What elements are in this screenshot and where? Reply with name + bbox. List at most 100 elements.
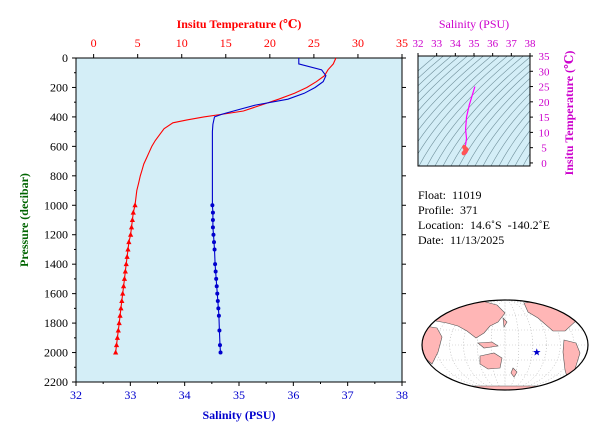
- y-tick-label: 2000: [44, 346, 68, 360]
- top-tick-label: 10: [176, 36, 188, 50]
- ts-top-tick-label: 35: [469, 38, 481, 50]
- continent-greenland: [581, 301, 588, 314]
- temperature-point: [130, 209, 136, 215]
- salinity-point: [210, 203, 215, 208]
- bottom-tick-label: 36: [287, 388, 299, 402]
- bottom-tick-label: 38: [396, 388, 408, 402]
- bottom-tick-label: 32: [70, 388, 82, 402]
- bottom-tick-label: 33: [124, 388, 136, 402]
- y-tick-label: 400: [50, 110, 68, 124]
- salinity-point: [215, 299, 220, 303]
- temperature-point: [118, 305, 124, 311]
- top-tick-label: 30: [352, 36, 364, 50]
- profile-number: Profile: 371: [418, 203, 478, 217]
- density-contour: [418, 56, 436, 72]
- ts-right-tick-label: 15: [539, 112, 551, 124]
- ts-density-contours: [418, 56, 530, 166]
- continent-indonesia: [477, 341, 499, 349]
- temperature-point: [125, 246, 131, 252]
- temperature-point: [120, 290, 126, 296]
- map-meridian: [463, 300, 547, 390]
- y-tick-label: 1400: [44, 257, 68, 271]
- temperature-point: [123, 261, 129, 267]
- ts-right-tick-label: 30: [539, 66, 551, 78]
- salinity-point: [214, 284, 219, 289]
- density-contour: [458, 77, 530, 166]
- temperature-point: [116, 320, 122, 326]
- salinity-point: [215, 291, 220, 296]
- y-tick-label: 1200: [44, 228, 68, 242]
- y-axis-label: Pressure (decibar): [17, 173, 31, 267]
- salinity-point: [214, 276, 219, 281]
- y-tick-label: 1600: [44, 287, 68, 301]
- ts-top-tick-label: 38: [525, 38, 537, 50]
- float-location-marker: [533, 348, 541, 356]
- y-tick-label: 800: [50, 169, 68, 183]
- bottom-tick-label: 37: [342, 388, 354, 402]
- y-tick-label: 1800: [44, 316, 68, 330]
- y-tick-label: 2200: [44, 375, 68, 389]
- salinity-point: [212, 247, 217, 252]
- continent-africa: [422, 325, 443, 365]
- density-contour: [514, 140, 530, 166]
- density-contour: [450, 70, 530, 166]
- temperature-point: [126, 239, 132, 245]
- ts-y-axis-label: Insitu Temperature (℃): [562, 51, 576, 176]
- float-info-panel: Float: 11019 Profile: 371 Location: 14.6…: [418, 188, 550, 248]
- density-contour: [498, 119, 530, 166]
- top-tick-label: 5: [135, 36, 141, 50]
- density-contour: [426, 56, 524, 166]
- density-contour: [418, 56, 508, 155]
- salinity-point: [216, 313, 221, 318]
- continent-new-zealand: [510, 367, 518, 378]
- temperature-point: [119, 298, 125, 303]
- bottom-tick-label: 34: [179, 388, 191, 402]
- density-contour: [490, 110, 530, 166]
- density-contour: [506, 129, 530, 166]
- ts-top-tick-label: 37: [506, 38, 518, 50]
- ts-right-tick-label: 25: [539, 82, 551, 94]
- salinity-point: [210, 218, 215, 222]
- density-contour: [434, 56, 530, 166]
- temperature-point: [120, 283, 127, 289]
- temperature-point: [115, 327, 121, 333]
- salinity-point: [210, 225, 215, 230]
- main-plot-area: [75, 57, 403, 383]
- ts-top-tick-label: 33: [431, 38, 443, 50]
- temperature-point: [121, 275, 128, 281]
- y-tick-label: 600: [50, 139, 68, 153]
- density-contour: [418, 56, 460, 95]
- density-contour: [418, 56, 516, 166]
- temperature-point: [129, 217, 135, 222]
- ts-series: [461, 86, 476, 156]
- ts-top-tick-label: 32: [413, 38, 424, 50]
- salinity-point: [211, 232, 216, 237]
- ts-right-tick-label: 35: [539, 51, 551, 63]
- float-id: Float: 11019: [418, 188, 482, 202]
- ts-point: [463, 149, 468, 154]
- salinity-point: [216, 306, 221, 311]
- map-meridian: [449, 300, 561, 390]
- salinity-point: [217, 328, 222, 333]
- ts-top-tick-label: 34: [450, 38, 462, 50]
- map-meridian: [490, 300, 520, 390]
- y-tick-label: 0: [62, 51, 68, 65]
- density-contour: [418, 56, 492, 131]
- bottom-tick-label: 35: [233, 388, 245, 402]
- ts-right-tick-label: 0: [541, 158, 547, 170]
- ts-right-tick-label: 10: [539, 127, 551, 139]
- salinity-point: [210, 210, 215, 215]
- continent-australia: [479, 352, 503, 370]
- y-tick-label: 200: [50, 80, 68, 94]
- ts-top-tick-label: 36: [487, 38, 499, 50]
- salinity-point: [218, 350, 223, 355]
- temperature-point: [114, 334, 121, 340]
- density-contour: [482, 101, 530, 166]
- top-tick-label: 15: [220, 36, 232, 50]
- map-border: [421, 299, 589, 391]
- temperature-point: [128, 231, 134, 237]
- ts-point: [462, 144, 467, 150]
- density-contour: [418, 56, 452, 87]
- bottom-axis-label: Salinity (PSU): [202, 408, 275, 422]
- location: Location: 14.6˚S -140.2˚E: [418, 218, 550, 232]
